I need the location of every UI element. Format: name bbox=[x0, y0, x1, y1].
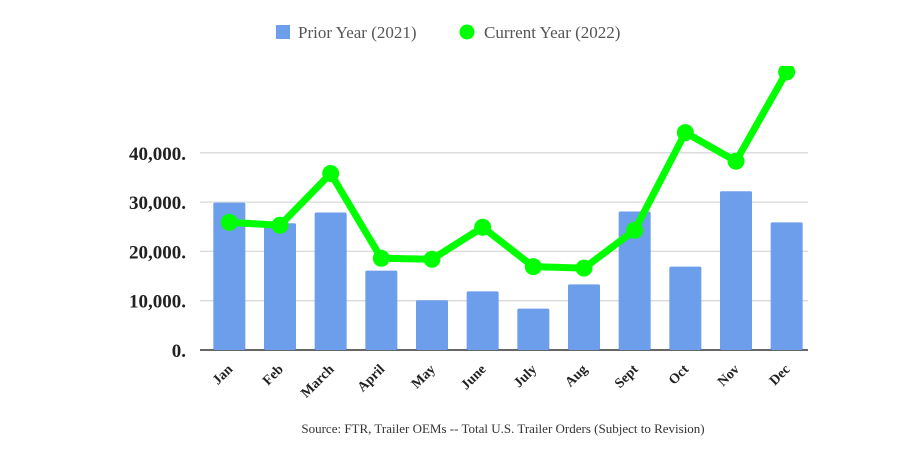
point-april bbox=[372, 249, 390, 267]
x-tick-label: Aug bbox=[563, 362, 591, 390]
x-tick-label: Feb bbox=[260, 362, 287, 389]
legend-label-prior-year: Prior Year (2021) bbox=[298, 23, 417, 42]
point-july bbox=[524, 258, 542, 276]
point-dec bbox=[778, 66, 796, 81]
y-tick-label: 10,000. bbox=[129, 292, 186, 313]
legend: Prior Year (2021) Current Year (2022) bbox=[276, 23, 620, 42]
x-tick-label: May bbox=[409, 362, 439, 392]
x-tick-label: Dec bbox=[767, 362, 794, 389]
bar-dec bbox=[770, 222, 803, 350]
point-march bbox=[322, 165, 340, 183]
point-sept bbox=[626, 221, 644, 239]
bar-feb bbox=[264, 223, 296, 350]
legend-swatch-prior-year bbox=[276, 25, 290, 39]
bar-oct bbox=[669, 266, 702, 350]
point-may bbox=[423, 250, 441, 268]
bar-march bbox=[314, 212, 347, 350]
point-nov bbox=[727, 152, 745, 170]
bar-july bbox=[517, 308, 550, 350]
bar-nov bbox=[720, 191, 752, 350]
y-tick-label: 20,000. bbox=[129, 242, 186, 263]
bar-sept bbox=[618, 211, 651, 350]
x-tick-label: Nov bbox=[715, 362, 743, 390]
bar-june bbox=[466, 291, 499, 350]
legend-label-current-year: Current Year (2022) bbox=[484, 23, 620, 42]
current-year-line bbox=[229, 70, 790, 272]
bar-aug bbox=[568, 284, 600, 350]
x-tick-label: April bbox=[355, 362, 388, 395]
point-jan bbox=[220, 213, 238, 231]
y-tick-label: 30,000. bbox=[129, 193, 186, 214]
x-tick-label: Oct bbox=[666, 362, 692, 388]
point-oct bbox=[676, 124, 694, 142]
y-tick-label: 0. bbox=[172, 341, 186, 362]
bar-april bbox=[365, 270, 398, 350]
point-aug bbox=[575, 259, 593, 277]
x-tick-label: June bbox=[459, 362, 490, 393]
legend-swatch-current-year bbox=[459, 24, 475, 40]
point-june bbox=[474, 218, 492, 236]
x-tick-label: Jan bbox=[210, 362, 236, 388]
bar-may bbox=[416, 300, 448, 350]
bar-jan bbox=[213, 202, 246, 350]
x-tick-label: July bbox=[511, 362, 540, 391]
x-tick-label: March bbox=[298, 362, 337, 401]
point-feb bbox=[271, 216, 289, 234]
y-tick-label: 40,000. bbox=[129, 144, 186, 165]
source-note: Source: FTR, Trailer OEMs -- Total U.S. … bbox=[301, 421, 704, 436]
x-tick-label: Sept bbox=[612, 362, 642, 392]
